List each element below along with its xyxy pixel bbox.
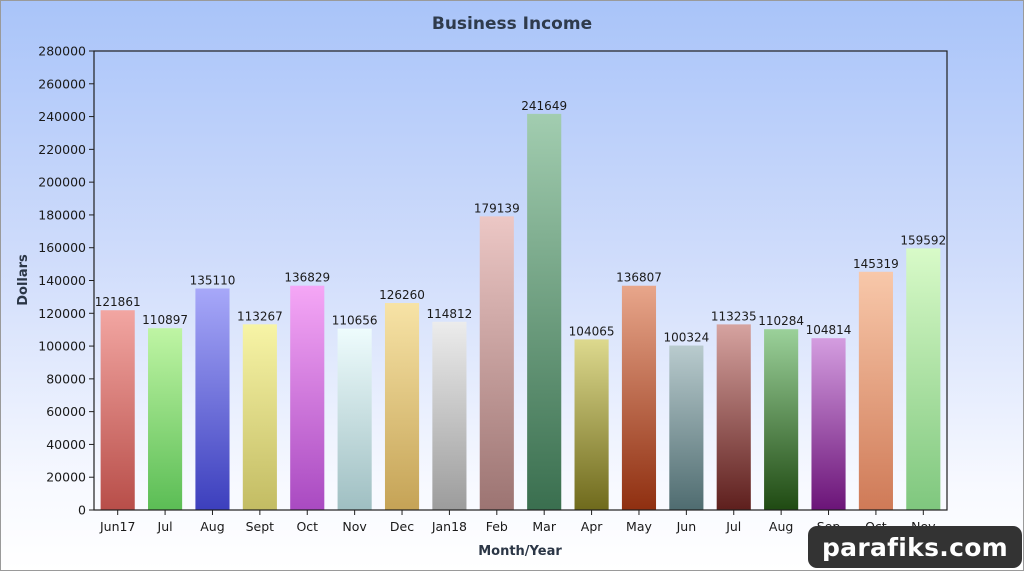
data-label: 113235 <box>711 309 757 323</box>
y-tick-label: 280000 <box>38 44 86 59</box>
y-tick-label: 240000 <box>38 109 86 124</box>
bar <box>290 285 325 510</box>
bar <box>574 339 609 510</box>
y-tick-label: 160000 <box>38 240 86 255</box>
x-tick-label: Nov <box>342 519 367 534</box>
data-label: 110656 <box>332 314 378 328</box>
y-tick-label: 60000 <box>46 404 86 419</box>
bar <box>432 321 467 510</box>
y-tick-label: 140000 <box>38 273 86 288</box>
y-tick-label: 180000 <box>38 207 86 222</box>
x-tick-label: Jul <box>157 519 173 534</box>
x-tick-label: May <box>626 519 652 534</box>
data-label: 179139 <box>474 201 520 215</box>
y-tick-label: 220000 <box>38 142 86 157</box>
chart-title: Business Income <box>432 14 592 34</box>
data-label: 100324 <box>663 331 709 345</box>
y-tick-label: 40000 <box>46 437 86 452</box>
bar <box>764 329 799 510</box>
bar <box>148 328 183 510</box>
bar <box>527 113 562 510</box>
watermark-logo: parafiks.com <box>808 526 1022 568</box>
bar <box>479 216 514 510</box>
x-tick-label: Apr <box>581 519 603 534</box>
data-label: 159592 <box>900 233 946 247</box>
y-tick-label: 200000 <box>38 175 86 190</box>
x-tick-label: Jul <box>725 519 741 534</box>
y-tick-label: 80000 <box>46 371 86 386</box>
data-label: 110284 <box>758 314 804 328</box>
bar <box>811 338 846 510</box>
y-tick-label: 100000 <box>38 339 86 354</box>
data-label: 136829 <box>284 271 330 285</box>
x-tick-label: Aug <box>769 519 793 534</box>
data-label: 104065 <box>569 324 615 338</box>
data-label: 114812 <box>427 307 473 321</box>
data-label: 126260 <box>379 288 425 302</box>
bar <box>669 345 704 510</box>
data-label: 113267 <box>237 309 283 323</box>
x-tick-label: Sept <box>246 519 275 534</box>
data-label: 145319 <box>853 257 899 271</box>
y-tick-label: 260000 <box>38 76 86 91</box>
y-axis: 0 20000 40000 60000 80000 100000 120000 140000 1… <box>38 44 94 518</box>
x-tick-label: Feb <box>486 519 508 534</box>
x-tick-label: Oct <box>296 519 318 534</box>
y-tick-label: 120000 <box>38 306 86 321</box>
bar <box>716 324 751 510</box>
x-tick-label: Jun <box>676 519 697 534</box>
data-label: 136807 <box>616 271 662 285</box>
data-label: 241649 <box>521 99 567 113</box>
x-tick-label: Jan18 <box>431 519 467 534</box>
bar <box>384 303 420 510</box>
bar <box>242 324 277 510</box>
bar <box>858 271 893 510</box>
data-label: 121861 <box>95 295 141 309</box>
plot-area-border <box>93 50 948 511</box>
x-axis-title: Month/Year <box>478 544 562 559</box>
y-tick-label: 0 <box>78 503 86 518</box>
x-tick-label: Jun17 <box>99 519 135 534</box>
data-label: 135110 <box>190 274 236 288</box>
y-tick-label: 20000 <box>46 470 86 485</box>
x-tick-label: Mar <box>532 519 556 534</box>
bar <box>906 248 941 510</box>
x-tick-label: Aug <box>200 519 224 534</box>
data-label: 110897 <box>142 313 188 327</box>
y-axis-title: Dollars <box>16 254 31 306</box>
bar <box>337 328 372 510</box>
x-tick-label: Dec <box>390 519 414 534</box>
bar <box>100 310 135 510</box>
bar <box>195 288 230 510</box>
bar <box>621 285 657 510</box>
data-label: 104814 <box>806 323 852 337</box>
